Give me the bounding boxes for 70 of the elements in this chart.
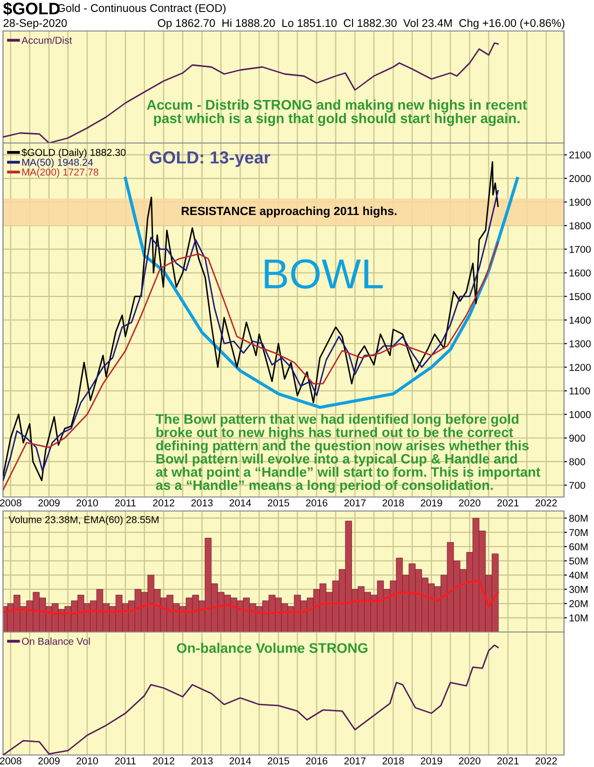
x-tick-label: 2017 <box>344 757 366 764</box>
x-tick-label: 2018 <box>382 499 404 506</box>
y-tick-label: 40M <box>569 572 588 579</box>
x-tick-label: 2018 <box>382 757 404 764</box>
annotation: BOWL <box>264 259 383 289</box>
y-tick-label: 70M <box>569 528 588 536</box>
x-tick-label: 2009 <box>38 499 60 506</box>
x-tick-label: 2008 <box>0 499 22 506</box>
x-tick-label: 2013 <box>191 757 213 764</box>
x-tick-label: 2021 <box>497 499 519 506</box>
y-tick-label: 900 <box>569 434 586 442</box>
y-tick-label: 2000 <box>569 175 591 182</box>
x-tick-label: 2017 <box>344 499 366 506</box>
x-tick-label: 2021 <box>497 757 519 764</box>
annotation: Accum - Distrib STRONG and making new highs in recent past which is a sign that gold should start higher again. <box>146 100 527 126</box>
legend-label: On Balance Vol <box>22 638 90 645</box>
y-tick-label: 50M <box>569 557 588 565</box>
x-tick-label: 2012 <box>153 757 174 764</box>
x-tick-label: 2014 <box>230 757 252 764</box>
chart-title: Volume 23.38M, EMA(60) 28.55M <box>8 516 158 526</box>
y-tick-label: 60M <box>569 543 588 550</box>
x-tick-label: 2015 <box>268 499 290 506</box>
y-tick-label: 1700 <box>570 246 591 253</box>
x-tick-label: 2014 <box>230 499 252 506</box>
legend-label: MA(50) 1948.24 <box>22 158 93 168</box>
y-tick-label: 10M <box>570 614 588 622</box>
annotation: GOLD: 13-year <box>150 151 270 168</box>
x-tick-label: 2019 <box>420 499 442 506</box>
x-tick-label: 2020 <box>459 499 480 506</box>
text: 28-Sep-2020 <box>4 19 67 30</box>
y-tick-label: 1500 <box>570 293 591 300</box>
y-tick-label: 1800 <box>570 222 591 230</box>
x-tick-label: 2010 <box>76 757 98 764</box>
text: Op 1862.70 Hi 1888.20 Lo 1851.10 Cl 1882.30 Vol 23.4M Chg +16.00 (+0.86%) <box>158 18 564 30</box>
y-tick-label: 700 <box>569 482 586 489</box>
x-tick-label: 2019 <box>420 757 442 764</box>
y-tick-label: 1300 <box>570 340 591 348</box>
chart-title: $GOLD <box>3 2 60 16</box>
x-tick-label: 2009 <box>38 757 60 764</box>
x-tick-label: 2016 <box>306 757 328 764</box>
x-tick-label: 2008 <box>0 757 22 764</box>
y-tick-label: 800 <box>569 458 586 466</box>
y-tick-label: 1900 <box>570 198 591 206</box>
band-label: RESISTANCE approaching 2011 highs. <box>182 206 396 218</box>
line-series <box>3 580 499 614</box>
x-tick-label: 2010 <box>76 499 98 506</box>
y-tick-label: 1400 <box>570 316 591 324</box>
y-tick-label: 1600 <box>570 269 591 277</box>
annotation: On-balance Volume STRONG <box>176 642 368 653</box>
y-tick-label: 1200 <box>570 364 591 371</box>
x-tick-label: 2013 <box>191 499 213 506</box>
y-tick-label: 20M <box>569 600 588 608</box>
x-tick-label: 2011 <box>115 499 136 506</box>
legend-label: MA(200) 1727.78 <box>22 168 98 178</box>
legend-label: Accum/Dist <box>22 36 72 44</box>
x-tick-label: 2020 <box>459 757 480 764</box>
x-tick-label: 2016 <box>306 499 328 506</box>
x-tick-label: 2012 <box>153 499 174 506</box>
x-tick-label: 2015 <box>268 757 290 764</box>
annotation: The Bowl pattern that we had identified long before gold broke out to new highs has turned out to be the correct defining pattern and the question now arises whether this Bowl pattern will evolve into a typical Cup & Handle and at what point a “Handle” will start to form. This is important as a “Handle” means a long period of consolidation. <box>156 414 540 493</box>
y-tick-label: 1000 <box>570 411 591 418</box>
line-series <box>124 176 519 409</box>
y-tick-label: 2100 <box>569 151 591 159</box>
x-tick-label: 2022 <box>536 499 557 506</box>
x-tick-label: 2022 <box>536 757 557 764</box>
y-tick-label: 80M <box>569 514 588 522</box>
x-tick-label: 2011 <box>115 757 136 764</box>
legend-label: $GOLD (Daily) 1882.30 <box>22 148 126 158</box>
y-tick-label: 30M <box>569 586 588 594</box>
y-tick-label: 1100 <box>570 387 590 395</box>
